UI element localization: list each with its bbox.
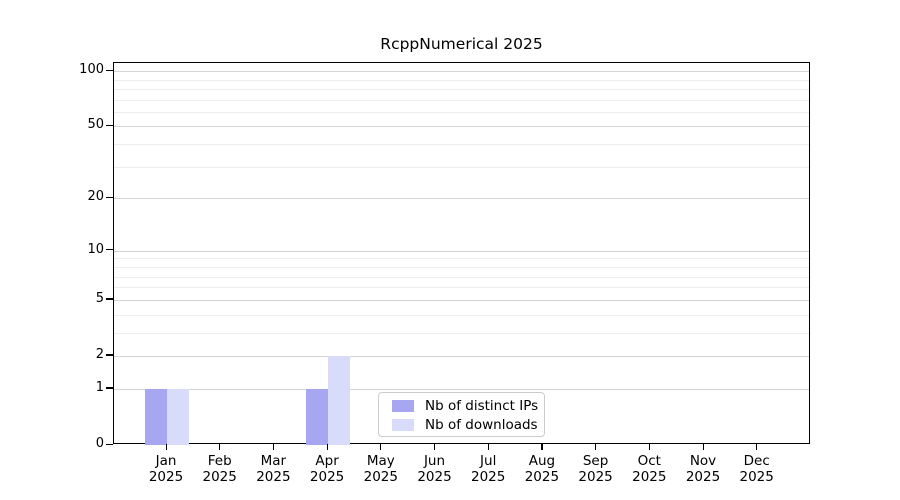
x-tick-may — [380, 444, 382, 450]
gridline-minor-90 — [114, 79, 809, 81]
bar-nb-of-distinct-ips-apr — [306, 388, 329, 445]
y-tick-2 — [106, 354, 113, 356]
gridline-major-2 — [114, 355, 809, 357]
legend-label-nb-of-downloads: Nb of downloads — [425, 417, 538, 433]
x-tick-apr — [326, 444, 328, 450]
x-tick-jun — [434, 444, 436, 450]
x-tick-label-aug: Aug 2025 — [524, 453, 560, 485]
gridline-major-1 — [114, 388, 809, 390]
y-tick-label-50: 50 — [87, 117, 104, 133]
legend-rows: Nb of distinct IPs Nb of downloads — [392, 397, 544, 434]
x-tick-jan — [165, 444, 167, 450]
x-tick-feb — [219, 444, 221, 450]
x-tick-mar — [272, 444, 275, 450]
x-tick-dec — [756, 444, 758, 450]
y-tick-label-2: 2 — [95, 346, 104, 362]
x-tick-label-jul: Jul 2025 — [471, 453, 506, 485]
y-tick-label-100: 100 — [79, 62, 104, 78]
y-tick-label-0: 0 — [95, 436, 104, 451]
gridline-minor-40 — [114, 144, 809, 146]
y-tick-50 — [106, 124, 113, 127]
x-tick-label-may: May 2025 — [363, 453, 398, 485]
x-tick-label-nov: Nov 2025 — [685, 453, 721, 485]
y-tick-5 — [106, 298, 113, 300]
y-tick-10 — [106, 249, 113, 251]
y-tick-label-1: 1 — [95, 379, 104, 395]
gridline-major-20 — [114, 198, 809, 200]
legend-row-nb-of-distinct-ips: Nb of distinct IPs — [392, 397, 544, 415]
gridline-major-5 — [114, 299, 809, 301]
legend-label-nb-of-distinct-ips: Nb of distinct IPs — [425, 398, 539, 414]
gridline-minor-4 — [114, 314, 809, 316]
gridline-minor-8 — [114, 266, 809, 268]
x-tick-aug — [541, 444, 543, 450]
legend-row-nb-of-downloads: Nb of downloads — [392, 416, 544, 434]
x-tick-label-feb: Feb 2025 — [202, 453, 237, 485]
x-tick-label-apr: Apr 2025 — [309, 453, 345, 485]
plot-area — [113, 62, 810, 445]
x-tick-label-oct: Oct 2025 — [632, 453, 667, 485]
gridline-minor-80 — [114, 88, 809, 90]
y-tick-20 — [106, 196, 113, 199]
legend-swatch-nb-of-downloads — [392, 419, 414, 431]
y-tick-100 — [106, 69, 113, 71]
bar-nb-of-distinct-ips-jan — [145, 388, 167, 445]
bar-nb-of-downloads-apr — [328, 355, 351, 445]
gridline-major-50 — [114, 126, 809, 128]
gridline-minor-9 — [114, 258, 809, 260]
legend-swatch-nb-of-distinct-ips — [392, 400, 414, 412]
gridline-minor-7 — [114, 276, 809, 278]
gridline-minor-3 — [114, 332, 809, 334]
x-tick-label-dec: Dec 2025 — [739, 453, 774, 485]
legend: Nb of distinct IPs Nb of downloads — [378, 392, 545, 437]
x-tick-label-sep: Sep 2025 — [578, 453, 613, 485]
gridline-minor-70 — [114, 99, 809, 101]
gridline-major-100 — [114, 71, 809, 73]
x-tick-label-jan: Jan 2025 — [148, 453, 184, 485]
y-tick-0 — [106, 443, 113, 445]
chart-title: RcppNumerical 2025 — [380, 35, 543, 53]
gridline-minor-60 — [114, 111, 809, 113]
bar-nb-of-downloads-jan — [167, 388, 189, 445]
x-tick-label-jun: Jun 2025 — [417, 453, 452, 485]
gridline-minor-6 — [114, 287, 809, 289]
y-tick-label-20: 20 — [87, 189, 104, 205]
x-tick-sep — [595, 444, 597, 450]
gridline-major-10 — [114, 250, 809, 252]
x-tick-nov — [702, 444, 704, 450]
y-tick-1 — [106, 387, 113, 389]
y-tick-label-10: 10 — [87, 241, 104, 257]
gridline-minor-30 — [114, 166, 809, 168]
x-tick-oct — [648, 444, 650, 450]
y-tick-label-5: 5 — [95, 290, 104, 306]
x-tick-jul — [487, 444, 489, 450]
x-tick-label-mar: Mar 2025 — [256, 453, 291, 485]
